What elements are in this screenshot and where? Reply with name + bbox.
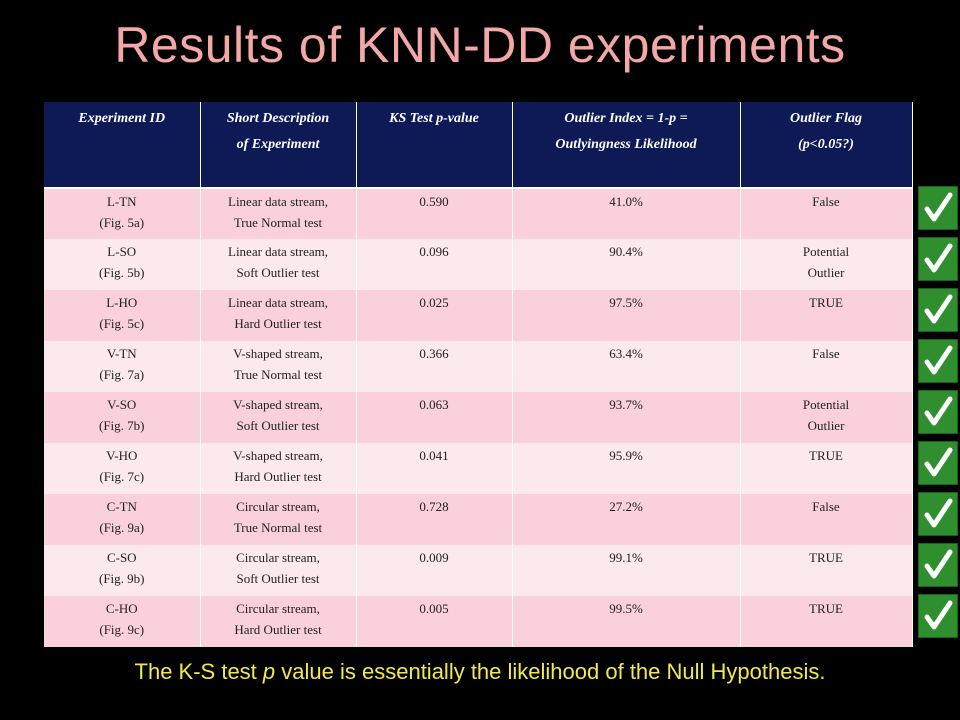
cell-p-value: 0.041	[356, 443, 513, 494]
cell-description: Circular stream, True Normal test	[200, 494, 357, 545]
checkmark-icon	[918, 492, 958, 536]
cell-outlier-flag: Potential Outlier	[740, 392, 913, 443]
cell-experiment-id: L-TN (Fig. 5a)	[44, 188, 201, 239]
cell-p-value: 0.366	[356, 341, 513, 392]
cell-experiment-id: L-SO (Fig. 5b)	[44, 239, 201, 290]
cell-outlier-flag: False	[740, 494, 913, 545]
header-outlier-index: Outlier Index = 1-p = Outlyingness Likeli…	[512, 102, 741, 189]
cell-description: V-shaped stream, Hard Outlier test	[200, 443, 357, 494]
header-outlier-flag: Outlier Flag (p<0.05?)	[740, 102, 913, 189]
table-row: L-HO (Fig. 5c) Linear data stream, Hard Out…	[44, 290, 913, 341]
cell-experiment-id: C-SO (Fig. 9b)	[44, 545, 201, 596]
cell-outlier-flag: TRUE	[740, 290, 913, 341]
cell-outlier-flag: TRUE	[740, 443, 913, 494]
table-row: V-HO (Fig. 7c) V-shaped stream, Hard Outlie…	[44, 443, 913, 494]
cell-outlier-flag: False	[740, 188, 913, 239]
checkmark-icon	[918, 339, 958, 383]
cell-experiment-id: C-HO (Fig. 9c)	[44, 596, 201, 647]
cell-outlier-index: 27.2%	[512, 494, 741, 545]
cell-outlier-index: 97.5%	[512, 290, 741, 341]
table-row: L-SO (Fig. 5b) Linear data stream, Soft Out…	[44, 239, 913, 290]
cell-outlier-index: 41.0%	[512, 188, 741, 239]
cell-outlier-flag: Potential Outlier	[740, 239, 913, 290]
cell-outlier-index: 99.1%	[512, 545, 741, 596]
header-ks-test-p-value: KS Test p-value	[356, 102, 513, 189]
checkmark-icon	[918, 237, 958, 281]
checkmark-icon	[918, 543, 958, 587]
checkmark-icon	[918, 594, 958, 638]
checkmark-icon	[918, 288, 958, 332]
cell-p-value: 0.096	[356, 239, 513, 290]
cell-description: Linear data stream, True Normal test	[200, 188, 357, 239]
slide-title: Results of KNN-DD experiments	[114, 17, 846, 73]
header-experiment-id: Experiment ID	[44, 102, 201, 189]
cell-p-value: 0.005	[356, 596, 513, 647]
cell-description: Circular stream, Hard Outlier test	[200, 596, 357, 647]
cell-experiment-id: V-TN (Fig. 7a)	[44, 341, 201, 392]
cell-outlier-index: 99.5%	[512, 596, 741, 647]
cell-description: Circular stream, Soft Outlier test	[200, 545, 357, 596]
table-row: V-SO (Fig. 7b) V-shaped stream, Soft Outlie…	[44, 392, 913, 443]
table-row: L-TN (Fig. 5a) Linear data stream, True Nor…	[44, 188, 913, 239]
cell-outlier-flag: False	[740, 341, 913, 392]
results-table: Experiment ID Short Description of Experi…	[44, 102, 913, 647]
footer-note: The K-S test p value is essentially the …	[134, 659, 826, 684]
cell-outlier-flag: TRUE	[740, 596, 913, 647]
cell-description: V-shaped stream, True Normal test	[200, 341, 357, 392]
checkmark-icon	[918, 186, 958, 230]
cell-outlier-index: 63.4%	[512, 341, 741, 392]
p-symbol: p	[262, 659, 276, 684]
cell-p-value: 0.728	[356, 494, 513, 545]
table-row: V-TN (Fig. 7a) V-shaped stream, True Normal…	[44, 341, 913, 392]
cell-experiment-id: C-TN (Fig. 9a)	[44, 494, 201, 545]
cell-outlier-index: 90.4%	[512, 239, 741, 290]
cell-outlier-index: 93.7%	[512, 392, 741, 443]
table-row: C-HO (Fig. 9c) Circular stream, Hard Outlie…	[44, 596, 913, 647]
cell-p-value: 0.009	[356, 545, 513, 596]
cell-description: Linear data stream, Soft Outlier test	[200, 239, 357, 290]
checkmark-icon	[918, 441, 958, 485]
header-short-description: Short Description of Experiment	[200, 102, 357, 189]
cell-experiment-id: V-SO (Fig. 7b)	[44, 392, 201, 443]
table-row: C-SO (Fig. 9b) Circular stream, Soft Outlie…	[44, 545, 913, 596]
table-header-row: Experiment ID Short Description of Experi…	[44, 102, 913, 189]
cell-p-value: 0.025	[356, 290, 513, 341]
cell-p-value: 0.590	[356, 188, 513, 239]
table-row: C-TN (Fig. 9a) Circular stream, True Normal…	[44, 494, 913, 545]
cell-description: Linear data stream, Hard Outlier test	[200, 290, 357, 341]
cell-p-value: 0.063	[356, 392, 513, 443]
cell-description: V-shaped stream, Soft Outlier test	[200, 392, 357, 443]
cell-outlier-index: 95.9%	[512, 443, 741, 494]
checkmark-icon	[918, 390, 958, 434]
cell-experiment-id: L-HO (Fig. 5c)	[44, 290, 201, 341]
cell-outlier-flag: TRUE	[740, 545, 913, 596]
cell-experiment-id: V-HO (Fig. 7c)	[44, 443, 201, 494]
